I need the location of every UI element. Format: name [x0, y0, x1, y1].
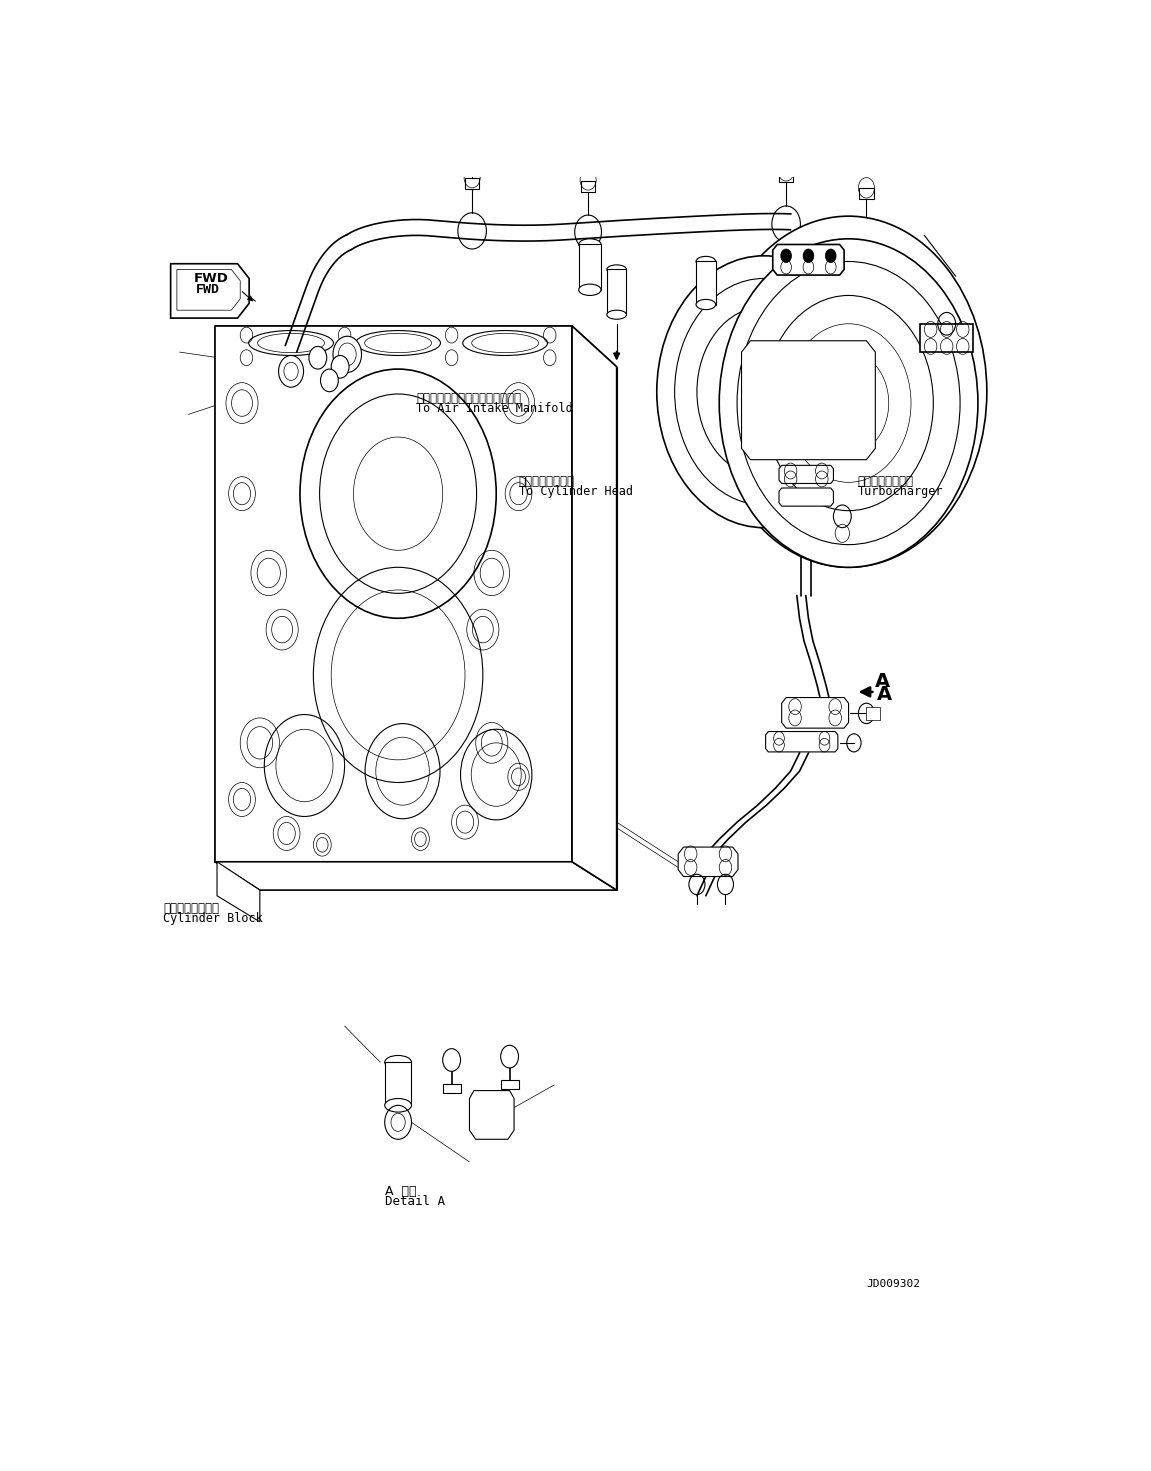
- Circle shape: [710, 216, 986, 568]
- Circle shape: [308, 347, 327, 369]
- Polygon shape: [782, 697, 848, 728]
- Text: ターボチャージャ: ターボチャージャ: [857, 475, 914, 488]
- Bar: [696, 262, 716, 304]
- Circle shape: [320, 369, 338, 391]
- Polygon shape: [170, 263, 249, 318]
- Polygon shape: [779, 488, 833, 506]
- Circle shape: [803, 249, 814, 263]
- Text: Detail A: Detail A: [384, 1196, 444, 1208]
- Text: A: A: [875, 672, 891, 691]
- Text: To Air Intake Manifold: To Air Intake Manifold: [416, 402, 573, 415]
- Circle shape: [501, 1046, 519, 1068]
- Bar: [384, 1062, 411, 1105]
- Text: To Cylinder Head: To Cylinder Head: [518, 485, 633, 499]
- Circle shape: [825, 249, 836, 263]
- Bar: [867, 706, 879, 721]
- Circle shape: [279, 356, 304, 387]
- Ellipse shape: [696, 256, 716, 266]
- Bar: [779, 171, 793, 182]
- Circle shape: [657, 256, 871, 528]
- Text: JD009302: JD009302: [867, 1278, 921, 1289]
- Polygon shape: [920, 324, 974, 352]
- Bar: [501, 1080, 519, 1090]
- Text: Turbocharger: Turbocharger: [857, 485, 943, 499]
- Polygon shape: [470, 1090, 514, 1139]
- Ellipse shape: [384, 1099, 412, 1112]
- Bar: [579, 244, 602, 290]
- Polygon shape: [215, 327, 617, 366]
- Text: エアーインテークマニホールドへ: エアーインテークマニホールドへ: [416, 391, 521, 405]
- Circle shape: [333, 337, 361, 372]
- Ellipse shape: [579, 238, 601, 250]
- Text: A: A: [877, 684, 892, 703]
- Bar: [443, 1084, 460, 1093]
- Ellipse shape: [696, 300, 716, 309]
- Ellipse shape: [384, 1056, 412, 1069]
- Polygon shape: [779, 465, 833, 484]
- Text: シリンダブロック: シリンダブロック: [163, 902, 220, 915]
- Text: FWD: FWD: [193, 272, 228, 285]
- Bar: [581, 181, 595, 193]
- Polygon shape: [572, 327, 617, 890]
- Ellipse shape: [607, 265, 626, 274]
- Polygon shape: [218, 862, 260, 922]
- Polygon shape: [215, 327, 260, 890]
- Text: FWD: FWD: [196, 284, 220, 296]
- Text: A  詳細: A 詳細: [384, 1186, 417, 1199]
- Text: Cylinder Block: Cylinder Block: [163, 912, 264, 925]
- Polygon shape: [678, 847, 738, 877]
- Polygon shape: [765, 731, 838, 752]
- Circle shape: [719, 238, 978, 568]
- Polygon shape: [741, 341, 875, 459]
- Bar: [465, 178, 479, 188]
- Polygon shape: [772, 244, 844, 275]
- Polygon shape: [215, 327, 572, 862]
- Text: シリンダヘッドへ: シリンダヘッドへ: [518, 475, 574, 488]
- Circle shape: [780, 249, 792, 263]
- Circle shape: [443, 1049, 460, 1071]
- Polygon shape: [215, 862, 617, 890]
- Circle shape: [331, 356, 349, 378]
- Ellipse shape: [607, 310, 626, 319]
- Bar: [607, 269, 626, 315]
- Ellipse shape: [579, 284, 601, 296]
- Bar: [860, 188, 874, 199]
